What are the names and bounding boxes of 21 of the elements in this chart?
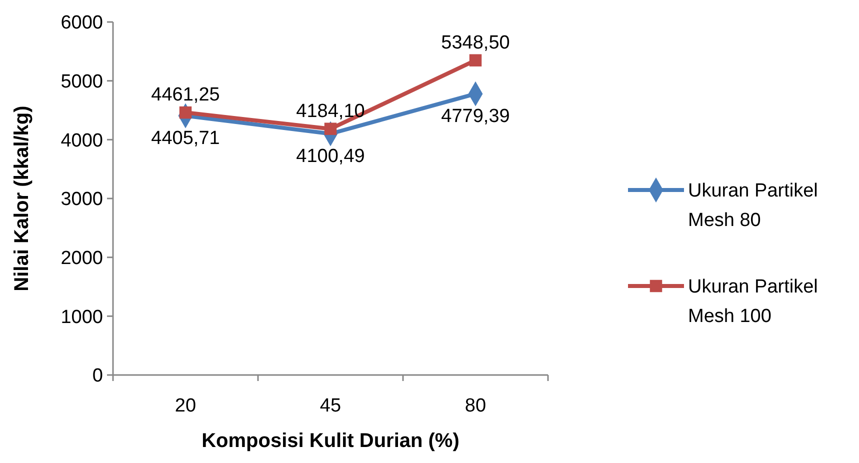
data-label: 4779,39 [441, 106, 510, 127]
point [469, 54, 482, 66]
y-tick-label: 4000 [60, 130, 103, 152]
data-label: 4184,10 [296, 100, 365, 122]
y-tick-label: 2000 [60, 248, 103, 269]
y-axis-title: Nilai Kalor (kkal/kg) [11, 106, 33, 292]
data-label: 4405,71 [151, 128, 220, 149]
y-tick-label: 5000 [60, 71, 103, 92]
data-label: 5348,50 [441, 32, 510, 54]
x-axis-title: Komposisi Kulit Durian (%) [202, 430, 460, 452]
data-label: 4461,25 [151, 84, 220, 106]
legend-label: Ukuran Partikel Mesh 100 [688, 276, 818, 328]
legend-label: Ukuran Partikel Mesh 80 [688, 180, 818, 232]
y-tick-label: 6000 [60, 12, 103, 34]
x-tick-label: 80 [464, 396, 486, 417]
y-tick-label: 0 [92, 366, 103, 387]
data-label: 4100,49 [296, 146, 365, 167]
y-tick-label: 3000 [60, 189, 103, 210]
x-tick-label: 20 [174, 396, 196, 417]
x-tick-label: 45 [320, 396, 342, 417]
y-tick-label: 1000 [60, 306, 103, 328]
